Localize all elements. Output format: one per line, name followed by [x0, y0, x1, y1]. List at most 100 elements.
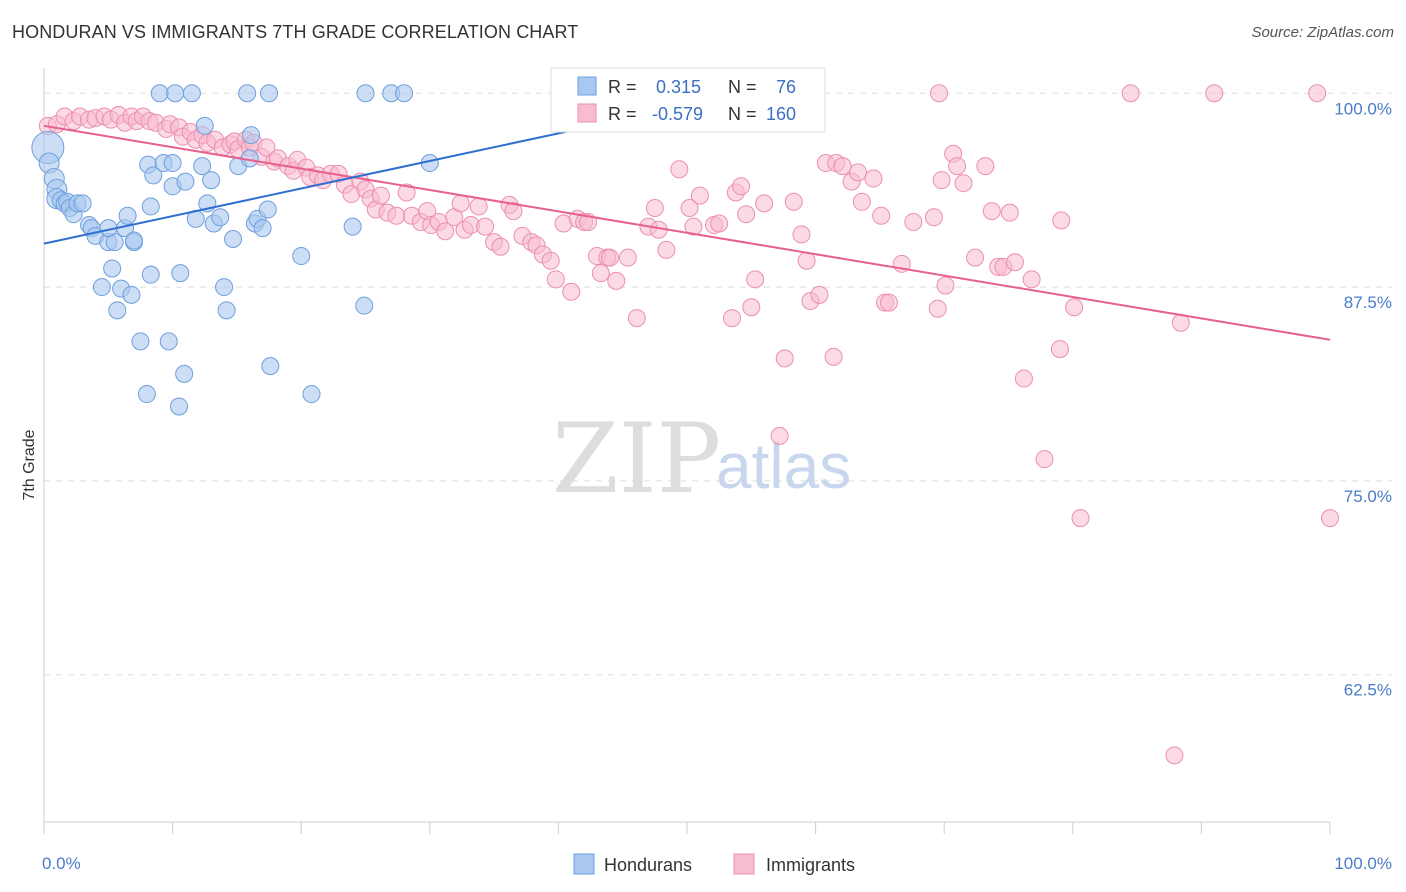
- legend-hondurans-swatch[interactable]: [573, 853, 595, 875]
- immigrants-points: [38, 84, 1339, 765]
- hondurans-point: [166, 84, 185, 103]
- immigrants-point: [849, 163, 868, 182]
- immigrants-point: [1321, 509, 1339, 528]
- immigrants-point: [618, 248, 637, 267]
- immigrants-point: [491, 237, 510, 256]
- immigrants-point: [1000, 203, 1019, 222]
- immigrants-point: [1165, 746, 1184, 765]
- legend-immigrants-swatch[interactable]: [733, 853, 755, 875]
- immigrants-point: [1071, 509, 1090, 528]
- hondurans-point: [122, 285, 141, 304]
- chart-title: HONDURAN VS IMMIGRANTS 7TH GRADE CORRELA…: [12, 22, 579, 42]
- immigrants-trend-line: [43, 124, 1331, 341]
- immigrants-point: [1308, 84, 1327, 103]
- immigrants-point: [879, 293, 898, 312]
- hondurans-point: [73, 194, 92, 213]
- immigrants-point: [657, 240, 676, 259]
- immigrants-point: [966, 248, 985, 267]
- legend-immigrants-label[interactable]: Immigrants: [766, 855, 855, 875]
- immigrants-point: [541, 251, 560, 270]
- hondurans-trend-line: [43, 118, 623, 245]
- immigrants-point: [397, 183, 416, 202]
- hondurans-point: [217, 301, 236, 320]
- immigrants-point: [755, 194, 774, 213]
- immigrants-point: [742, 298, 761, 317]
- hondurans-point: [292, 247, 311, 266]
- immigrants-point: [723, 309, 742, 328]
- hondurans-point: [159, 332, 178, 351]
- immigrants-point: [504, 202, 523, 221]
- immigrants-point: [746, 270, 765, 289]
- immigrants-point: [1014, 369, 1033, 388]
- immigrants-point: [810, 285, 829, 304]
- immigrants-point: [976, 157, 995, 176]
- hondurans-point: [224, 230, 243, 249]
- hondurans-point: [356, 84, 375, 103]
- hondurans-point: [215, 278, 234, 297]
- hondurans-point: [238, 84, 257, 103]
- hondurans-point: [163, 154, 182, 173]
- immigrants-point: [436, 222, 455, 241]
- hondurans-point: [182, 84, 201, 103]
- y-tick-label: 100.0%: [1334, 99, 1392, 118]
- hondurans-n-label: N =: [728, 77, 757, 97]
- hondurans-point: [242, 126, 261, 145]
- hondurans-point: [302, 385, 321, 404]
- immigrants-point: [1052, 211, 1071, 230]
- immigrants-point: [852, 192, 871, 211]
- immigrants-point: [645, 198, 664, 217]
- immigrants-point: [680, 198, 699, 217]
- immigrants-point: [932, 171, 951, 190]
- immigrants-stats-swatch: [577, 103, 597, 123]
- hondurans-point: [260, 84, 279, 103]
- immigrants-point: [1050, 340, 1069, 359]
- immigrants-point: [924, 208, 943, 227]
- y-axis-label: 7th Grade: [21, 429, 38, 500]
- immigrants-point: [982, 202, 1001, 221]
- immigrants-point: [775, 349, 794, 368]
- immigrants-point: [824, 347, 843, 366]
- immigrants-point: [371, 186, 390, 205]
- hondurans-point: [258, 200, 277, 219]
- hondurans-point: [261, 357, 280, 376]
- immigrants-point: [1065, 298, 1084, 317]
- immigrants-point: [469, 197, 488, 216]
- hondurans-point: [92, 278, 111, 297]
- legend: Hondurans Immigrants: [573, 853, 855, 875]
- immigrants-point: [737, 205, 756, 224]
- immigrants-point: [562, 282, 581, 301]
- immigrants-point: [864, 169, 883, 188]
- immigrants-point: [257, 138, 276, 157]
- immigrants-r-label: R =: [608, 104, 637, 124]
- hondurans-point: [176, 172, 195, 191]
- immigrants-point: [792, 225, 811, 244]
- hondurans-point: [355, 296, 374, 315]
- hondurans-point: [118, 206, 137, 225]
- immigrants-point: [546, 270, 565, 289]
- hondurans-point: [125, 231, 144, 250]
- immigrants-point: [948, 157, 967, 176]
- immigrants-point: [928, 299, 947, 318]
- hondurans-point: [108, 301, 127, 320]
- hondurans-point: [253, 219, 272, 238]
- immigrants-point: [451, 194, 470, 213]
- immigrants-point: [770, 426, 789, 445]
- immigrants-point: [1035, 450, 1054, 469]
- immigrants-n-label: N =: [728, 104, 757, 124]
- hondurans-point: [103, 259, 122, 278]
- immigrants-point: [732, 177, 751, 196]
- immigrants-point: [930, 84, 949, 103]
- hondurans-point: [131, 332, 150, 351]
- immigrants-point: [954, 174, 973, 193]
- y-tick-label: 62.5%: [1344, 681, 1392, 700]
- axes: [43, 68, 1331, 834]
- immigrants-point: [591, 264, 610, 283]
- hondurans-n-value: 76: [776, 77, 796, 97]
- immigrants-r-value: -0.579: [652, 104, 703, 124]
- hondurans-point: [193, 157, 212, 176]
- watermark-zip: ZIP: [552, 403, 721, 515]
- y-tick-label: 75.0%: [1344, 487, 1392, 506]
- immigrants-point: [476, 217, 495, 236]
- immigrants-point: [797, 251, 816, 270]
- legend-hondurans-label[interactable]: Hondurans: [604, 855, 692, 875]
